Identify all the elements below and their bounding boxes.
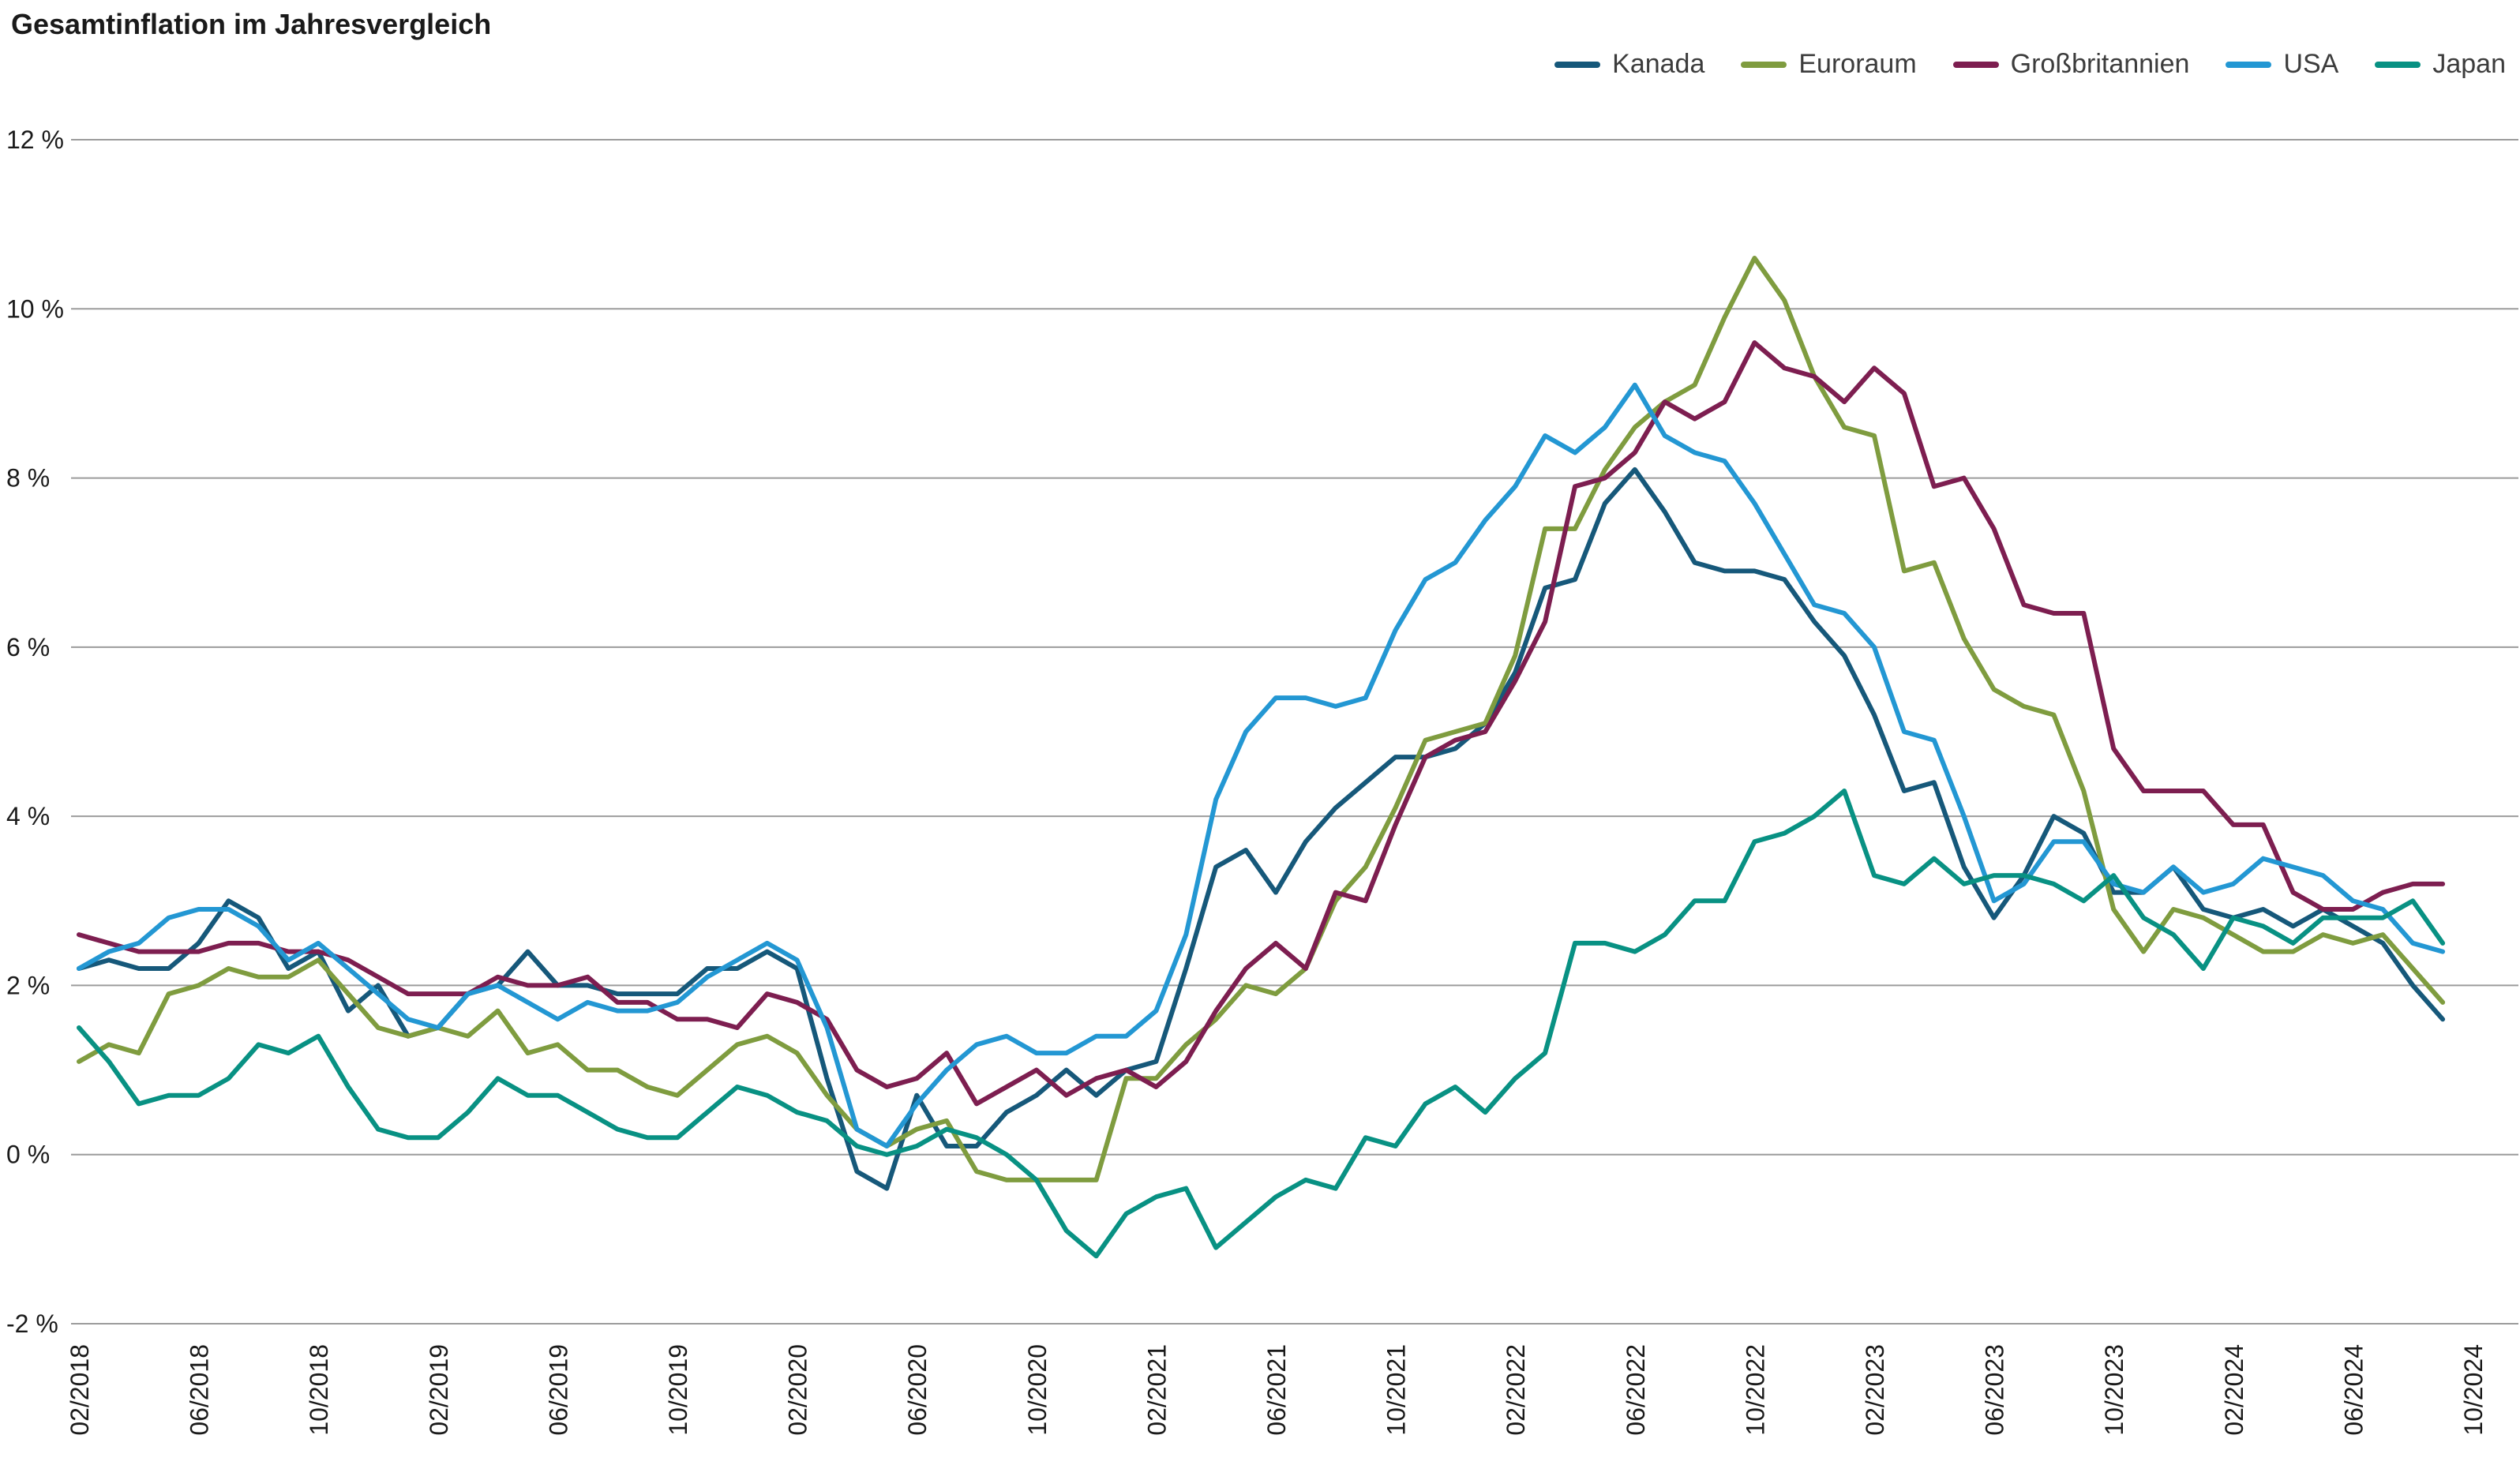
legend-label-euroraum: Euroraum (1798, 49, 1917, 79)
x-tick-label: 06/2018 (186, 1344, 214, 1436)
x-tick-label: 06/2022 (1622, 1344, 1650, 1436)
legend-item-euroraum: Euroraum (1741, 49, 1917, 80)
x-tick-label: 02/2023 (1861, 1344, 1889, 1436)
y-tick-label: 8 % (6, 464, 50, 493)
legend-label-japan: Japan (2432, 49, 2506, 79)
legend-item-grossbritannien: Großbritannien (1952, 49, 2190, 80)
x-tick-label: 06/2023 (1981, 1344, 2009, 1436)
x-tick-label: 06/2020 (903, 1344, 932, 1436)
y-tick-label: -2 % (6, 1310, 58, 1338)
series-line-kanada (77, 466, 2446, 1191)
x-tick-label: 02/2018 (66, 1344, 94, 1436)
legend-label-usa: USA (2283, 49, 2339, 79)
kanada-line-swatch-icon (1554, 61, 1601, 68)
series-line-usa (77, 382, 2446, 1148)
x-tick-label: 10/2018 (305, 1344, 333, 1436)
japan-line-swatch-icon (2375, 61, 2421, 68)
x-tick-label: 10/2019 (664, 1344, 692, 1436)
x-tick-label: 02/2019 (425, 1344, 453, 1436)
x-tick-label: 06/2019 (544, 1344, 572, 1436)
series-line-euroraum (77, 256, 2446, 1182)
y-tick-label: 2 % (6, 971, 50, 999)
y-tick-label: 4 % (6, 802, 50, 830)
legend-item-usa: USA (2226, 49, 2338, 80)
x-tick-label: 02/2020 (784, 1344, 812, 1436)
y-tick-label: 6 % (6, 633, 50, 661)
y-tick-label: 0 % (6, 1141, 50, 1169)
series-line-japan (77, 789, 2446, 1259)
legend-item-japan: Japan (2375, 49, 2506, 80)
y-tick-label: 12 % (6, 126, 64, 154)
x-tick-label: 06/2021 (1262, 1344, 1291, 1436)
x-tick-label: 10/2022 (1741, 1344, 1769, 1436)
legend: Kanada Euroraum Großbritannien USA Japan (1554, 49, 2506, 80)
x-tick-label: 10/2024 (2459, 1344, 2488, 1436)
x-tick-label: 02/2021 (1142, 1344, 1171, 1436)
x-tick-label: 02/2024 (2220, 1344, 2248, 1436)
x-tick-label: 10/2020 (1023, 1344, 1052, 1436)
usa-line-swatch-icon (2226, 61, 2272, 68)
x-tick-label: 10/2021 (1382, 1344, 1411, 1436)
x-tick-label: 10/2023 (2100, 1344, 2128, 1436)
y-tick-label: 10 % (6, 294, 64, 323)
legend-item-kanada: Kanada (1554, 49, 1704, 80)
euroraum-line-swatch-icon (1741, 61, 1787, 68)
legend-label-kanada: Kanada (1612, 49, 1705, 79)
page-title: Gesamtinflation im Jahresvergleich (11, 8, 492, 40)
legend-label-grossbritannien: Großbritannien (2010, 49, 2190, 79)
grossbritannien-line-swatch-icon (1952, 61, 1999, 68)
x-tick-label: 02/2022 (1502, 1344, 1530, 1436)
x-tick-label: 06/2024 (2339, 1344, 2368, 1436)
